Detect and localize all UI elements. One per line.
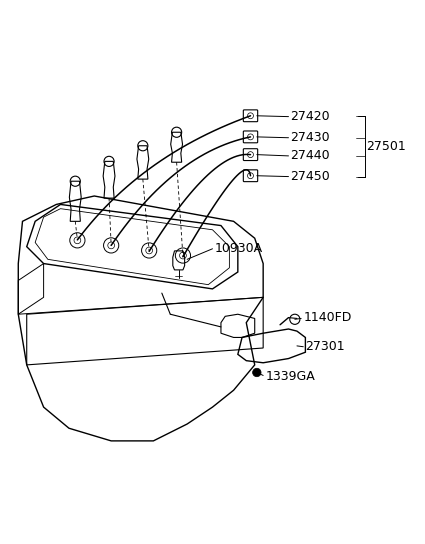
Text: 1339GA: 1339GA bbox=[265, 370, 315, 383]
Circle shape bbox=[252, 368, 261, 376]
Text: 10930A: 10930A bbox=[215, 242, 263, 255]
Text: 1140FD: 1140FD bbox=[303, 311, 351, 324]
Text: 27301: 27301 bbox=[306, 340, 345, 353]
Text: 27430: 27430 bbox=[291, 131, 330, 144]
Text: 27450: 27450 bbox=[291, 170, 330, 183]
Text: 27420: 27420 bbox=[291, 110, 330, 123]
Text: 27501: 27501 bbox=[367, 140, 406, 153]
Text: 27440: 27440 bbox=[291, 150, 330, 163]
